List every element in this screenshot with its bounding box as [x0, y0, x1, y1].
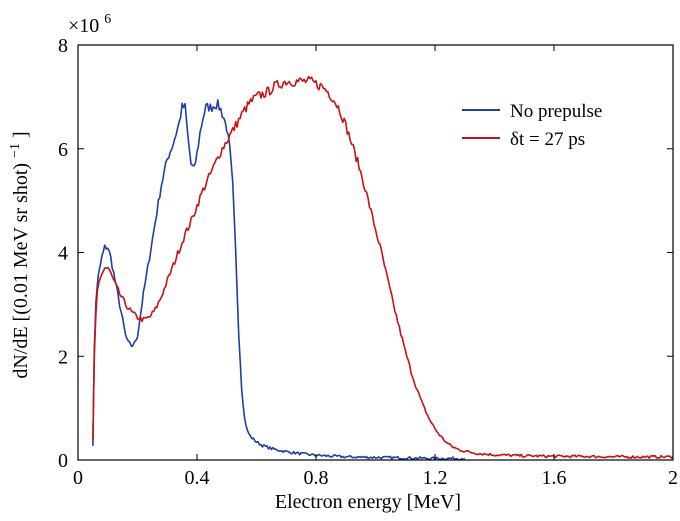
legend-label-dt-27ps: δt = 27 ps — [510, 129, 585, 150]
y-tick-label: 2 — [58, 346, 68, 368]
y-axis-label-main: dN/dE [(0.01 MeV sr shot) — [10, 163, 32, 379]
y-exponent-power: 6 — [104, 12, 111, 27]
y-tick-label: 6 — [58, 139, 68, 161]
legend: No prepulse δt = 27 ps — [462, 101, 602, 150]
y-axis-label-sup: −1 — [8, 143, 23, 158]
series-line-0 — [92, 99, 466, 461]
x-tick-label: 0 — [73, 467, 83, 489]
x-tick-label: 1.6 — [542, 467, 567, 489]
y-axis-label: dN/dE [(0.01 MeV sr shot) −1 ] — [2, 131, 32, 378]
y-axis-label-close: ] — [10, 131, 32, 138]
y-exponent-base: ×10 — [68, 15, 99, 37]
x-tick-label: 1.2 — [423, 467, 448, 489]
x-tick-label: 0.8 — [304, 467, 329, 489]
y-tick-label: 8 — [58, 35, 68, 57]
y-tick-label: 4 — [58, 243, 68, 265]
x-tick-label: 2 — [668, 467, 678, 489]
x-tick-label: 0.4 — [185, 467, 210, 489]
series-line-1 — [92, 75, 674, 459]
x-axis-label: Electron energy [MeV] — [275, 491, 461, 513]
y-exponent-label: ×10 6 — [68, 12, 111, 37]
y-tick-label: 0 — [58, 450, 68, 472]
series-layer — [92, 75, 674, 461]
legend-label-no-prepulse: No prepulse — [510, 101, 602, 122]
ticks-layer: 0 0.4 0.8 1.2 1.6 2 0 2 4 6 8 — [58, 35, 678, 489]
